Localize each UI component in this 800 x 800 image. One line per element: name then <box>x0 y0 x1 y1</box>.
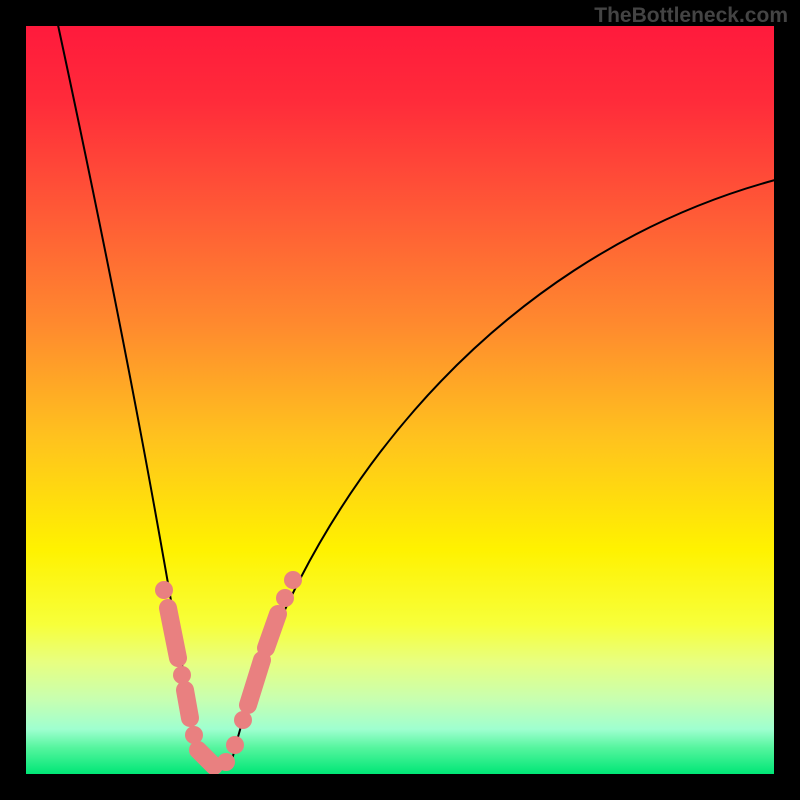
marker-dot <box>173 666 191 684</box>
marker-capsule <box>266 614 278 648</box>
gradient-background <box>26 26 774 774</box>
marker-dot <box>226 736 244 754</box>
chart-container: TheBottleneck.com <box>0 0 800 800</box>
marker-dot <box>284 571 302 589</box>
marker-capsule <box>168 608 178 658</box>
marker-capsule <box>185 690 190 718</box>
marker-capsule <box>198 750 214 766</box>
watermark-text: TheBottleneck.com <box>594 4 788 28</box>
marker-dot <box>276 589 294 607</box>
marker-dot <box>155 581 173 599</box>
bottleneck-chart-svg <box>0 0 800 800</box>
marker-dot <box>217 753 235 771</box>
